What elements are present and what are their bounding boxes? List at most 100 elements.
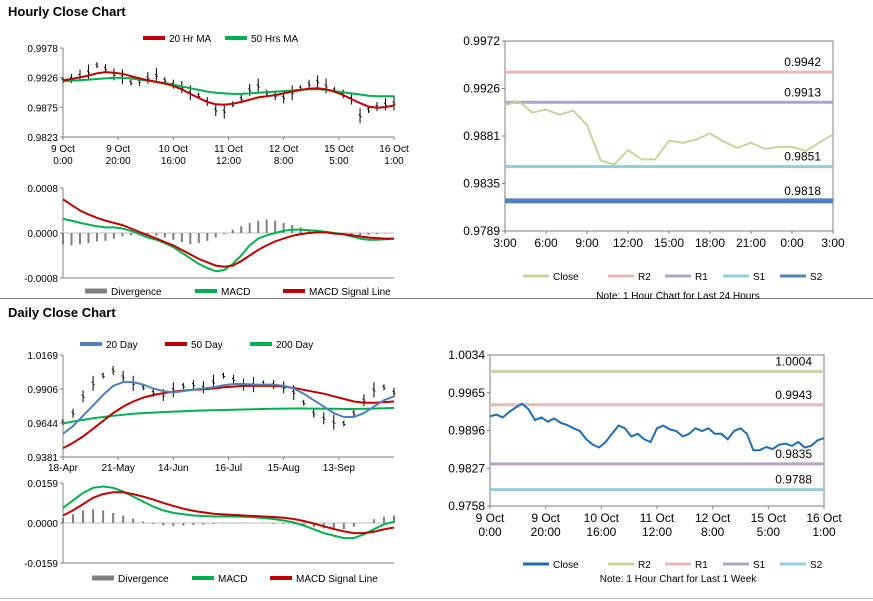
hourly-levels-level-label-r2: 0.9942 — [784, 55, 821, 69]
daily-levels-level-label-s1: 0.9835 — [775, 447, 812, 461]
daily-levels-ytick-label: 1.0034 — [448, 348, 485, 362]
dm-legend-signal-label: MACD Signal Line — [296, 574, 378, 585]
hp-legend-ma20-label: 20 Hr MA — [169, 34, 212, 45]
hourly-levels-xtick-label: 18:00 — [695, 236, 725, 250]
daily-levels-xtick-label: 12 Oct 8:00 — [695, 511, 731, 539]
hm-ytick-label: -0.0008 — [24, 274, 58, 285]
dp-xtick-label: 14-Jun — [158, 463, 189, 474]
hourly-levels-ytick-label: 0.9835 — [463, 177, 500, 191]
section-divider — [0, 298, 873, 299]
hp-xtick-label: 9 Oct 20:00 — [106, 144, 131, 167]
hourly-levels-level-label-r1: 0.9913 — [784, 85, 821, 99]
dp-xtick-label: 16-Jul — [215, 463, 242, 474]
hm-ytick-label: 0.0000 — [27, 229, 58, 240]
hourly-levels-close-line — [504, 100, 834, 166]
daily-levels-xtick-label: 9 Oct 0:00 — [476, 511, 505, 539]
daily-levels-ytick-label: 0.9896 — [448, 424, 485, 438]
dp-ytick-label: 0.9906 — [27, 385, 58, 396]
hourly-macd-chart: 0.0008 0.0000 -0.0008 Divergence MACD MACD Si… — [24, 184, 395, 298]
hp-ytick-label: 0.9875 — [27, 103, 58, 114]
daily-levels-note: Note: 1 Hour Chart for Last 1 Week — [600, 574, 758, 585]
daily-levels-xtick-label: 10 Oct 16:00 — [584, 511, 620, 539]
hp-legend-ma50-label: 50 Hrs MA — [251, 34, 299, 45]
hm-signal-line — [62, 198, 394, 268]
hourly-levels-xtick-label: 6:00 — [534, 236, 558, 250]
hm-legend-signal-label: MACD Signal Line — [309, 287, 391, 298]
hourly-section-title: Hourly Close Chart — [8, 4, 126, 19]
hm-legend-divergence-label: Divergence — [111, 287, 162, 298]
hourly-levels-ytick-label: 0.9881 — [463, 129, 500, 143]
daily-levels-xtick-label: 16 Oct 1:00 — [806, 511, 842, 539]
daily-levels-ytick-label: 0.9965 — [448, 386, 485, 400]
hm-legend-macd-label: MACD — [221, 287, 250, 298]
hp-xtick-label: 11 Oct 12:00 — [214, 144, 243, 167]
hourly-levels-xtick-label: 21:00 — [736, 236, 766, 250]
daily-levels-legend-r2-label: R2 — [638, 560, 651, 571]
dm-macd-line — [62, 485, 395, 540]
hourly-levels-level-label-s1: 0.9851 — [784, 150, 821, 164]
hourly-levels-xtick-label: 3:00 — [821, 236, 845, 250]
hourly-levels-xtick-label: 9:00 — [575, 236, 599, 250]
daily-levels-level-label-r2: 1.0004 — [775, 354, 812, 368]
hourly-levels-note: Note: 1 Hour Chart for Last 24 Hours — [596, 291, 759, 300]
dm-ytick-label: 0.0000 — [27, 519, 58, 530]
hp-ma20-line — [62, 71, 395, 109]
hp-ma50-line — [62, 76, 394, 98]
hourly-levels-legend-r1-label: R1 — [695, 272, 708, 283]
dp-legend-ma20-label: 20 Day — [106, 340, 138, 351]
dp-ma20-line — [62, 381, 395, 435]
hp-xtick-label: 10 Oct 16:00 — [159, 144, 189, 167]
hp-ytick-label: 0.9823 — [27, 133, 58, 144]
hourly-levels-ytick-label: 0.9926 — [463, 82, 500, 96]
dp-xtick-label: 13-Sep — [323, 463, 356, 474]
dm-ytick-label: 0.0159 — [27, 479, 58, 490]
daily-levels-level-label-r1: 0.9943 — [775, 388, 812, 402]
dp-xtick-label: 21-May — [101, 463, 134, 474]
hourly-levels-xtick-label: 15:00 — [654, 236, 684, 250]
dp-ytick-label: 0.9644 — [27, 419, 58, 430]
daily-levels-xtick-label: 15 Oct 5:00 — [751, 511, 787, 539]
dp-legend-ma50-label: 50 Day — [191, 340, 223, 351]
hm-macd-line — [62, 217, 395, 273]
hourly-levels-level-label-s2: 0.9818 — [784, 184, 821, 198]
hourly-levels-xtick-label: 3:00 — [493, 236, 517, 250]
hm-ytick-label: 0.0008 — [27, 184, 58, 195]
hourly-levels-ytick-label: 0.9789 — [463, 224, 500, 238]
hourly-levels-legend-s1-label: S1 — [753, 272, 766, 283]
daily-section-title: Daily Close Chart — [8, 305, 116, 320]
daily-levels-legend-r1-label: R1 — [695, 560, 708, 571]
hourly-levels-legend-close-label: Close — [553, 272, 579, 283]
dp-ytick-label: 1.0169 — [27, 351, 58, 362]
hourly-levels-xtick-label: 12:00 — [613, 236, 643, 250]
dm-legend-macd-label: MACD — [218, 574, 247, 585]
daily-levels-legend-s1-label: S1 — [753, 560, 766, 571]
hp-ytick-label: 0.9978 — [27, 44, 58, 55]
hourly-levels-xtick-label: 0:00 — [780, 236, 804, 250]
hp-xtick-label: 9 Oct 0:00 — [51, 144, 75, 167]
dp-ma200-line — [62, 406, 395, 425]
dp-ma50-line — [62, 384, 395, 449]
hp-xtick-label: 16 Oct 1:00 — [379, 144, 409, 167]
dm-legend-divergence-label: Divergence — [118, 574, 169, 585]
daily-levels-ytick-label: 0.9758 — [448, 499, 485, 513]
daily-levels-ytick-label: 0.9827 — [448, 461, 485, 475]
daily-levels-xtick-label: 11 Oct 12:00 — [640, 511, 675, 539]
dm-ytick-label: -0.0159 — [24, 559, 58, 570]
daily-macd-chart: 0.0159 0.0000 -0.0159 Divergence MACD MACD Si… — [24, 479, 395, 585]
hp-xtick-label: 12 Oct 8:00 — [269, 144, 299, 167]
daily-levels-legend-close-label: Close — [553, 560, 579, 571]
dp-ytick-label: 0.9381 — [27, 453, 58, 464]
daily-levels-level-label-s2: 0.9788 — [775, 473, 812, 487]
hourly-levels-legend-s2-label: S2 — [810, 272, 823, 283]
dm-signal-line — [62, 491, 395, 535]
daily-levels-close-line — [489, 402, 825, 452]
hourly-levels-ytick-label: 0.9972 — [463, 34, 500, 48]
hp-ytick-label: 0.9926 — [27, 74, 58, 85]
dp-legend-ma200-label: 200 Day — [276, 340, 313, 351]
dp-xtick-label: 15-Aug — [268, 463, 300, 474]
